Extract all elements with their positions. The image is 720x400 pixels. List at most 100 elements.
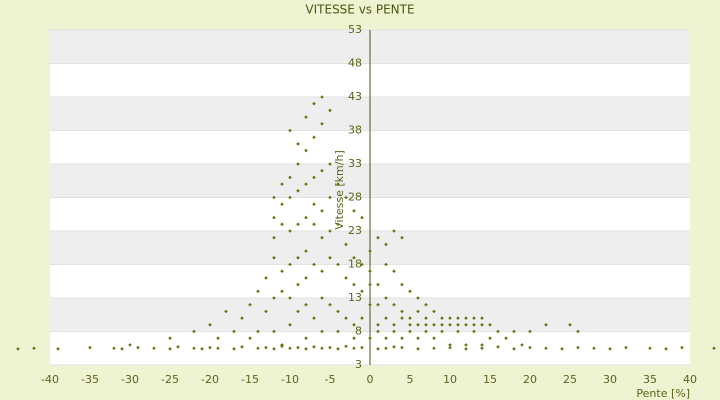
point (272, 235, 276, 240)
point (352, 336, 356, 340)
point (272, 215, 276, 220)
point (312, 202, 316, 206)
point (368, 269, 372, 273)
point (448, 345, 452, 350)
point (368, 336, 372, 340)
x-tick-label: 15 (483, 373, 497, 386)
point (336, 262, 340, 267)
x-tick-label: 30 (603, 373, 617, 386)
point (416, 309, 420, 314)
point (544, 323, 548, 327)
point (416, 323, 420, 327)
point (448, 316, 452, 320)
x-tick-label: 35 (643, 373, 657, 386)
point (384, 296, 388, 300)
point (488, 323, 492, 327)
point (432, 346, 436, 351)
point (400, 345, 404, 350)
point (304, 115, 308, 119)
point (296, 282, 300, 287)
point (336, 347, 340, 351)
x-tick-label: 10 (443, 373, 457, 386)
point (288, 195, 292, 200)
point (456, 329, 460, 334)
point (288, 128, 292, 133)
point (432, 309, 436, 314)
point (488, 336, 492, 340)
x-tick-label: 20 (523, 373, 537, 386)
point (424, 329, 428, 334)
point (152, 346, 156, 351)
point (408, 329, 412, 334)
point (272, 256, 276, 260)
point (32, 346, 36, 351)
x-tick-label: -15 (241, 373, 259, 386)
point (472, 323, 476, 327)
point (344, 195, 348, 200)
point (272, 296, 276, 300)
point (336, 182, 340, 186)
point (432, 336, 436, 340)
y-tick-label: 53 (348, 23, 362, 36)
y-tick-label: 48 (348, 57, 362, 70)
point (288, 175, 292, 180)
point (256, 329, 260, 334)
y-tick-label: 3 (355, 358, 362, 371)
point (256, 289, 260, 294)
point (376, 282, 380, 287)
point (200, 347, 204, 351)
x-tick-label: -40 (41, 373, 59, 386)
point (280, 202, 284, 206)
point (344, 344, 348, 349)
point (408, 289, 412, 294)
point (336, 309, 340, 314)
point (296, 309, 300, 314)
point (472, 316, 476, 320)
point (280, 222, 284, 227)
point (424, 316, 428, 320)
point (440, 316, 444, 320)
point (312, 316, 316, 320)
point (416, 296, 420, 300)
point (608, 347, 612, 351)
point (168, 347, 172, 351)
point (592, 346, 596, 351)
point (400, 282, 404, 287)
point (512, 347, 516, 351)
point (16, 347, 20, 351)
point (304, 148, 308, 153)
point (504, 336, 508, 340)
point (304, 336, 308, 340)
point (312, 262, 316, 267)
point (208, 323, 212, 327)
point (440, 329, 444, 334)
point (320, 346, 324, 351)
point (328, 302, 332, 307)
point (328, 345, 332, 350)
point (360, 316, 364, 320)
point (328, 256, 332, 260)
y-tick-label: 18 (348, 258, 362, 271)
point (264, 309, 268, 314)
point (624, 345, 628, 350)
point (312, 222, 316, 227)
point (456, 323, 460, 327)
point (712, 346, 716, 351)
point (328, 229, 332, 233)
point (384, 316, 388, 320)
point (520, 343, 524, 347)
y-tick-label: 13 (348, 291, 362, 304)
point (240, 345, 244, 349)
point (424, 302, 428, 307)
point (176, 345, 180, 349)
point (320, 235, 324, 240)
point (376, 323, 380, 327)
point (312, 135, 316, 139)
point (56, 347, 60, 351)
point (128, 343, 132, 347)
point (480, 346, 484, 351)
point (528, 345, 532, 350)
point (568, 323, 572, 327)
point (312, 175, 316, 180)
